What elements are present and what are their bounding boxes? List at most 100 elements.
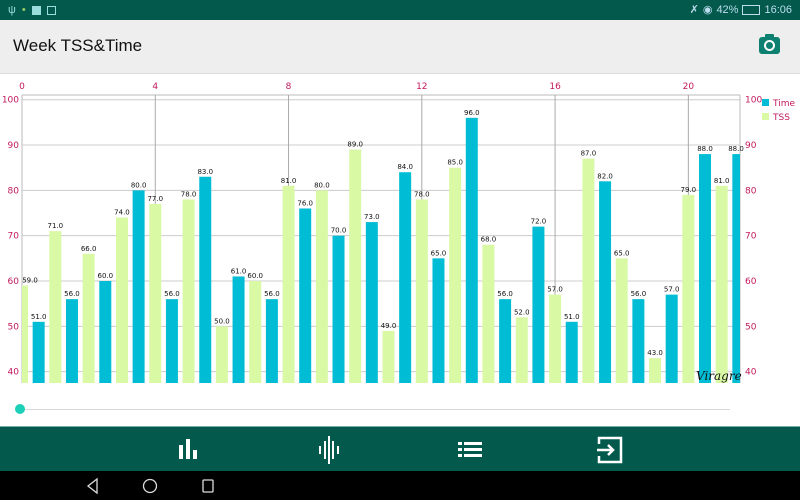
value-label: 49.0 bbox=[381, 322, 397, 330]
system-nav-bar bbox=[0, 471, 800, 500]
legend: Time TSS bbox=[762, 99, 795, 123]
bar-tss bbox=[22, 285, 28, 383]
bar-time bbox=[432, 258, 445, 383]
value-label: 60.0 bbox=[247, 272, 263, 280]
bar-time bbox=[299, 208, 312, 383]
value-label: 85.0 bbox=[447, 159, 463, 167]
value-label: 73.0 bbox=[364, 213, 380, 221]
y-tick-label-left: 100 bbox=[2, 96, 19, 106]
value-label: 88.0 bbox=[728, 145, 744, 153]
bar-tss bbox=[249, 281, 262, 383]
x-tick-label: 20 bbox=[683, 82, 695, 92]
value-labels: 51.0 56.0 60.0 80.0 56.0 83.0 61.0 56.0 76.0 70.0… bbox=[22, 109, 744, 357]
y-tick-label-right: 40 bbox=[745, 368, 757, 378]
bar-time bbox=[265, 299, 278, 383]
mail-icon bbox=[31, 5, 41, 15]
bar-tss bbox=[315, 190, 328, 383]
usb-icon: ψ bbox=[8, 4, 16, 16]
bar-tss bbox=[215, 326, 228, 383]
back-icon[interactable] bbox=[84, 477, 102, 495]
value-label: 78.0 bbox=[414, 190, 430, 198]
bar-chart-icon[interactable] bbox=[174, 435, 204, 465]
bar-time bbox=[399, 172, 412, 383]
keyboard-icon bbox=[46, 5, 56, 15]
y-tick-label-right: 80 bbox=[745, 186, 757, 196]
value-label: 60.0 bbox=[97, 272, 113, 280]
bar-time bbox=[665, 294, 678, 383]
bar-tss bbox=[115, 217, 128, 383]
value-label: 56.0 bbox=[497, 290, 513, 298]
status-bar: ψ • ✗ ◉ 42% 16:06 bbox=[0, 0, 800, 20]
value-label: 81.0 bbox=[714, 177, 730, 185]
slider-thumb[interactable] bbox=[15, 404, 25, 414]
bar-chart: 51.0 56.0 60.0 80.0 56.0 83.0 61.0 56.0 76.0 70.0… bbox=[2, 82, 795, 383]
value-label: 57.0 bbox=[547, 286, 563, 294]
legend-label-time: Time bbox=[772, 99, 795, 109]
bar-time bbox=[232, 276, 245, 383]
y-tick-label-left: 90 bbox=[8, 141, 20, 151]
bar-time bbox=[732, 154, 740, 383]
value-label: 52.0 bbox=[514, 308, 530, 316]
value-label: 80.0 bbox=[131, 181, 147, 189]
value-label: 65.0 bbox=[431, 249, 447, 257]
value-label: 84.0 bbox=[397, 163, 413, 171]
value-label: 82.0 bbox=[597, 172, 613, 180]
battery-icon bbox=[742, 4, 761, 15]
wifi-icon: ◉ bbox=[702, 4, 713, 16]
value-label: 96.0 bbox=[464, 109, 480, 117]
bar-tss bbox=[682, 194, 695, 383]
battery-level: 42% bbox=[716, 3, 739, 16]
bar-tss bbox=[49, 231, 62, 383]
y-tick-label-left: 40 bbox=[8, 368, 20, 378]
bar-time bbox=[632, 299, 645, 383]
bar-tss bbox=[582, 158, 595, 383]
value-label: 71.0 bbox=[48, 222, 64, 230]
bar-time bbox=[32, 321, 45, 383]
notification-icon: • bbox=[21, 4, 26, 16]
y-tick-label-left: 60 bbox=[8, 277, 20, 287]
value-label: 51.0 bbox=[31, 313, 47, 321]
bar-tss bbox=[715, 185, 728, 383]
bar-time bbox=[699, 154, 712, 383]
value-label: 80.0 bbox=[314, 181, 330, 189]
bar-tss bbox=[349, 149, 362, 383]
value-label: 78.0 bbox=[181, 190, 197, 198]
value-label: 79.0 bbox=[681, 186, 697, 194]
bar-time bbox=[132, 190, 145, 383]
bar-time bbox=[99, 281, 112, 383]
bar-tss bbox=[149, 203, 162, 383]
bar-time bbox=[199, 176, 212, 383]
bar-time bbox=[332, 235, 345, 383]
y-tick-label-left: 50 bbox=[8, 322, 20, 332]
value-label: 87.0 bbox=[581, 150, 597, 158]
value-label: 56.0 bbox=[64, 290, 80, 298]
bar-tss bbox=[182, 199, 195, 383]
home-icon[interactable] bbox=[141, 477, 159, 495]
y-tick-label-left: 70 bbox=[8, 232, 20, 242]
x-tick-label: 8 bbox=[286, 82, 292, 92]
waveform-icon[interactable] bbox=[314, 435, 344, 465]
x-tick-label: 12 bbox=[416, 82, 427, 92]
bar-tss bbox=[549, 294, 562, 383]
bar-time bbox=[65, 299, 78, 383]
bar-tss bbox=[415, 199, 428, 383]
camera-icon[interactable] bbox=[759, 34, 780, 54]
value-label: 70.0 bbox=[331, 227, 347, 235]
bar-tss bbox=[649, 358, 662, 383]
bar-tss bbox=[615, 258, 628, 383]
y-tick-label-right: 90 bbox=[745, 141, 757, 151]
x-tick-label: 0 bbox=[19, 82, 25, 92]
bar-tss bbox=[382, 330, 395, 383]
value-label: 77.0 bbox=[147, 195, 163, 203]
bar-tss bbox=[515, 317, 528, 383]
week-slider[interactable] bbox=[15, 404, 730, 414]
value-label: 88.0 bbox=[697, 145, 713, 153]
exit-icon[interactable] bbox=[595, 435, 625, 465]
value-label: 83.0 bbox=[197, 168, 213, 176]
recents-icon[interactable] bbox=[199, 477, 217, 495]
slider-track[interactable] bbox=[20, 409, 730, 410]
y-tick-label-right: 60 bbox=[745, 277, 757, 287]
value-label: 74.0 bbox=[114, 209, 130, 217]
list-icon[interactable] bbox=[455, 435, 485, 465]
